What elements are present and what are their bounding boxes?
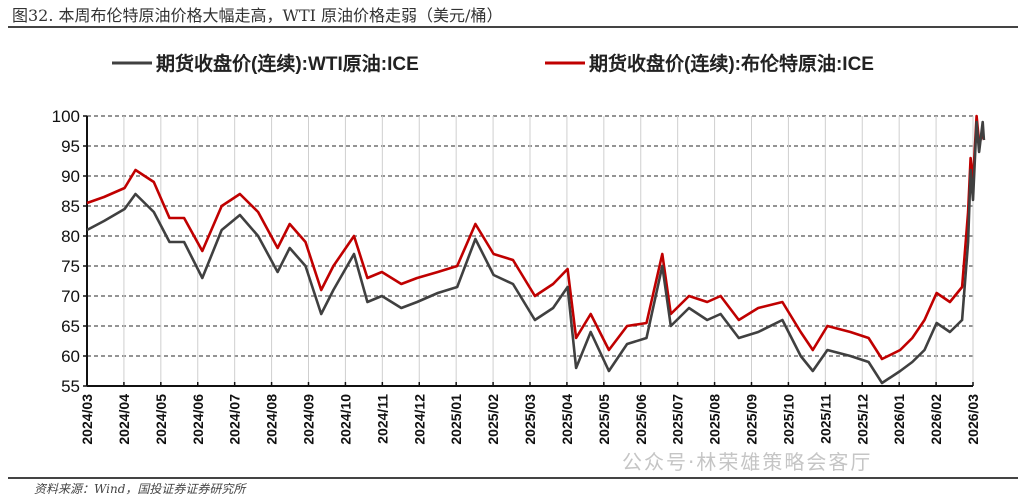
bottom-divider [8,477,1018,479]
x-tick-label: 2026/01 [891,394,907,445]
x-tick-label: 2025/06 [633,394,649,445]
x-tick-label: 2025/09 [744,394,760,445]
source-note: 资料来源：Wind，国投证券证券研究所 [34,482,246,496]
x-tick-label: 2024/05 [153,394,169,445]
x-tick-label: 2025/11 [817,394,833,444]
x-tick-label: 2024/04 [116,394,132,445]
x-tick-label: 2024/11 [374,394,390,444]
x-tick-label: 2026/03 [965,394,981,445]
x-tick-label: 2025/05 [596,394,612,445]
x-tick-label: 2025/08 [707,394,723,445]
x-tick-label: 2024/03 [79,394,95,445]
legend: 期货收盘价(连续):WTI原油:ICE 期货收盘价(连续):布伦特原油:ICE [112,52,874,75]
y-tick-label: 90 [61,167,80,186]
x-tick-label: 2025/10 [780,394,796,445]
y-tick-label: 85 [61,197,80,216]
top-divider [8,26,1018,28]
y-tick-label: 80 [61,227,80,246]
x-tick-label: 2026/02 [928,394,944,445]
y-tick-label: 65 [61,317,80,336]
legend-label-brent: 期货收盘价(连续):布伦特原油:ICE [589,52,874,75]
x-tick-label: 2025/07 [670,394,686,445]
series-line-wti [86,120,986,385]
x-tick-label: 2024/12 [411,394,427,445]
watermark: 公众号·林荣雄策略会客厅 [622,450,873,474]
figure-title: 图32. 本周布伦特原油价格大幅走高，WTI 原油价格走弱（美元/桶） [12,6,503,25]
y-tick-label: 75 [61,257,80,276]
y-tick-label: 100 [52,107,80,126]
x-tick-label: 2025/02 [485,394,501,445]
x-tick-label: 2024/08 [264,394,280,445]
y-tick-label: 55 [61,377,80,396]
x-tick-label: 2025/03 [522,394,538,445]
x-tick-label: 2024/07 [227,394,243,445]
x-tick-label: 2025/12 [854,394,870,445]
x-tick-label: 2024/10 [337,394,353,445]
legend-label-wti: 期货收盘价(连续):WTI原油:ICE [156,52,419,75]
y-tick-label: 95 [61,137,80,156]
series-line-brent [86,114,986,361]
y-tick-label: 60 [61,347,80,366]
x-tick-label: 2025/01 [448,394,464,445]
x-tick-label: 2024/09 [301,394,317,445]
y-tick-label: 70 [61,287,80,306]
x-tick-label: 2025/04 [559,394,575,445]
x-tick-label: 2024/06 [190,394,206,445]
